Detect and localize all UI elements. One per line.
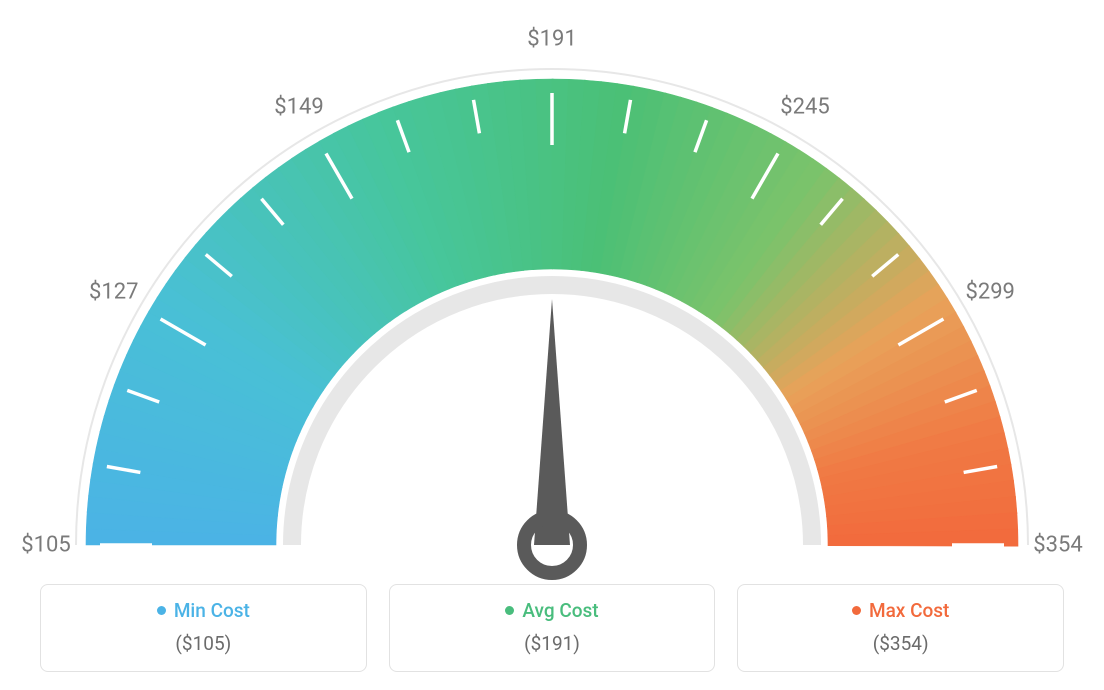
- gauge-tick-label: $354: [1033, 533, 1082, 558]
- legend-label: Min Cost: [174, 599, 250, 622]
- gauge-tick-label: $245: [780, 94, 829, 119]
- legend-label: Max Cost: [869, 599, 949, 622]
- dot-icon: [852, 606, 861, 615]
- legend-label: Avg Cost: [522, 599, 598, 622]
- legend-card-avg: Avg Cost ($191): [389, 584, 716, 672]
- gauge-tick-label: $105: [21, 533, 70, 558]
- legend-value-min: ($105): [51, 632, 356, 655]
- chart-wrap: $105 $127 $149 $191 $245 $299 $354 Min Cost ($…: [0, 0, 1104, 690]
- gauge-svg: [0, 0, 1104, 580]
- gauge-area: $105 $127 $149 $191 $245 $299 $354: [0, 0, 1104, 580]
- legend-card-max: Max Cost ($354): [737, 584, 1064, 672]
- legend-title-avg: Avg Cost: [505, 599, 598, 622]
- gauge-tick-label: $299: [965, 280, 1014, 305]
- gauge-tick-label: $149: [274, 94, 323, 119]
- legend-row: Min Cost ($105) Avg Cost ($191) Max Cost…: [40, 584, 1064, 672]
- dot-icon: [505, 606, 514, 615]
- gauge-tick-label: $127: [89, 280, 138, 305]
- legend-title-max: Max Cost: [852, 599, 949, 622]
- gauge-tick-label: $191: [527, 27, 576, 52]
- legend-value-max: ($354): [748, 632, 1053, 655]
- legend-card-min: Min Cost ($105): [40, 584, 367, 672]
- legend-value-avg: ($191): [400, 632, 705, 655]
- dot-icon: [157, 606, 166, 615]
- legend-title-min: Min Cost: [157, 599, 250, 622]
